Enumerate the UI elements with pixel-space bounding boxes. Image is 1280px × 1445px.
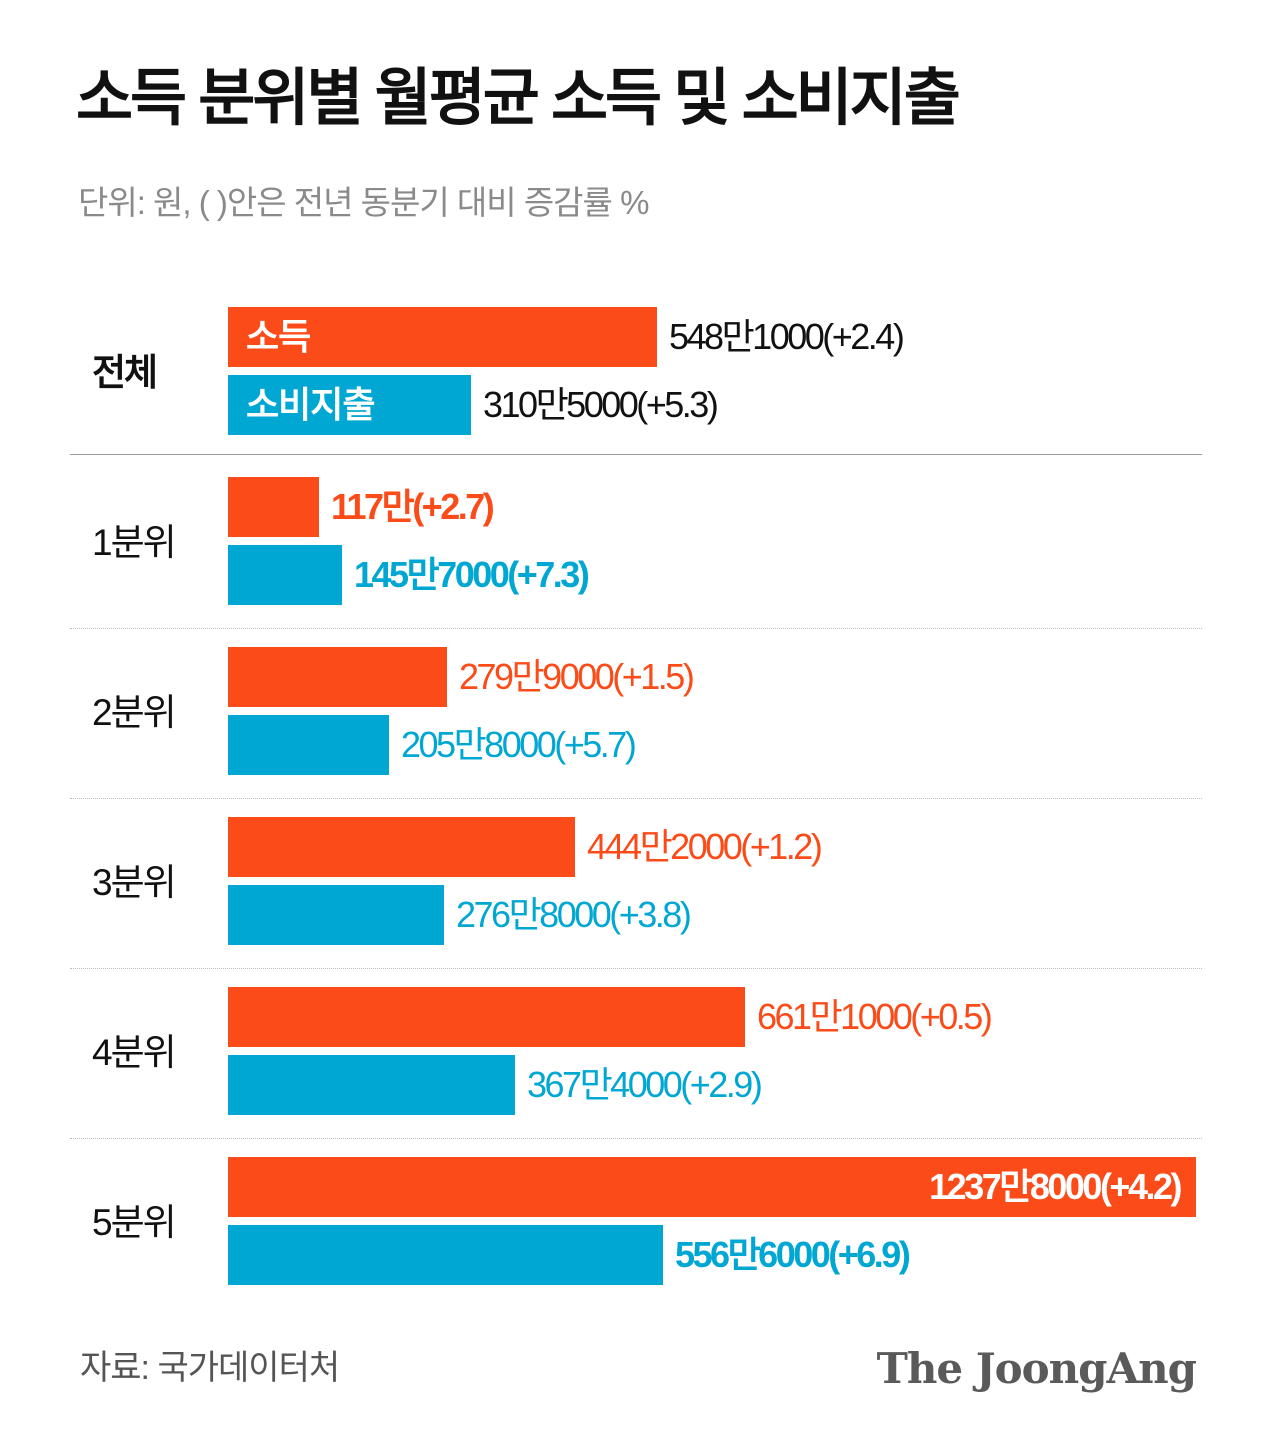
- group-quintile-1: 1분위 117만(+2.7) 145만7000(+7.3): [0, 477, 1280, 617]
- value-label: 367만4000(+2.9): [527, 1064, 763, 1105]
- income-bar: [228, 647, 447, 707]
- value-label: 145만7000(+7.3): [354, 554, 590, 595]
- group-separator: [70, 454, 1202, 455]
- income-bar: 소득: [228, 307, 657, 367]
- chart-subtitle: 단위: 원, ( )안은 전년 동분기 대비 증감률 %: [78, 184, 649, 221]
- value-label: 279만9000(+1.5): [459, 656, 695, 697]
- spending-bar: 소비지출: [228, 375, 471, 435]
- spending-bar: [228, 885, 444, 945]
- value-label: 661만1000(+0.5): [757, 996, 993, 1037]
- group-quintile-5: 5분위 1237만8000(+4.2) 556만6000(+6.9): [0, 1157, 1280, 1297]
- income-bar: [228, 1157, 1196, 1217]
- source-note: 자료: 국가데이터처: [80, 1349, 340, 1387]
- spending-bar: [228, 1225, 663, 1285]
- income-bar: [228, 987, 745, 1047]
- group-quintile-4: 4분위 661만1000(+0.5) 367만4000(+2.9): [0, 987, 1280, 1127]
- group-quintile-3: 3분위 444만2000(+1.2) 276만8000(+3.8): [0, 817, 1280, 957]
- value-label: 444만2000(+1.2): [587, 826, 823, 867]
- group-separator: [70, 628, 1202, 629]
- value-label: 310만5000(+5.3): [483, 384, 719, 425]
- bar-chart: 전체 소득 548만1000(+2.4) 소비지출 310만5000(+5.3) 1분위 1…: [0, 290, 1280, 1300]
- value-label: 276만8000(+3.8): [456, 894, 692, 935]
- category-label: 전체: [92, 352, 158, 393]
- group-quintile-2: 2분위 279만9000(+1.5) 205만8000(+5.7): [0, 647, 1280, 787]
- category-label: 5분위: [92, 1202, 177, 1243]
- group-separator: [70, 798, 1202, 799]
- value-label: 117만(+2.7): [331, 486, 495, 527]
- value-label: 205만8000(+5.7): [401, 724, 637, 765]
- value-label: 1237만8000(+4.2): [929, 1166, 1182, 1207]
- series-label-spending: 소비지출: [246, 384, 375, 425]
- category-label: 2분위: [92, 692, 177, 733]
- group-separator: [70, 968, 1202, 969]
- group-separator: [70, 1138, 1202, 1139]
- category-label: 1분위: [92, 522, 177, 563]
- group-total: 전체 소득 548만1000(+2.4) 소비지출 310만5000(+5.3): [0, 307, 1280, 447]
- income-bar: [228, 817, 575, 877]
- income-bar: [228, 477, 319, 537]
- spending-bar: [228, 1055, 515, 1115]
- chart-title: 소득 분위별 월평균 소득 및 소비지출: [76, 64, 961, 133]
- category-label: 4분위: [92, 1032, 177, 1073]
- value-label: 548만1000(+2.4): [669, 316, 905, 357]
- series-label-income: 소득: [246, 316, 311, 357]
- category-label: 3분위: [92, 862, 177, 903]
- spending-bar: [228, 545, 342, 605]
- publisher-logo: The JoongAng: [876, 1344, 1197, 1393]
- spending-bar: [228, 715, 389, 775]
- value-label: 556만6000(+6.9): [675, 1234, 911, 1275]
